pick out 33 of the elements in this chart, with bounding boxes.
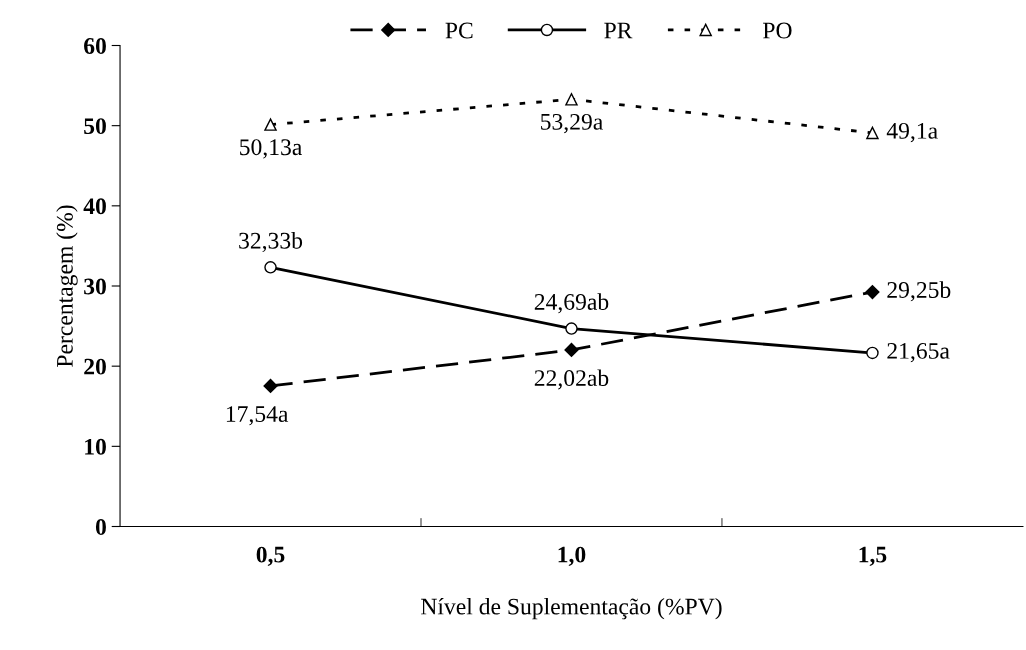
point (264, 261, 277, 274)
y-tick-label: 50 (84, 118, 106, 135)
point (264, 118, 277, 131)
x-tick-label: 1,5 (859, 546, 887, 566)
data-label: 29,25b (887, 281, 951, 302)
data-label: 49,1a (886, 122, 938, 143)
legend-label: PO (763, 22, 792, 39)
point (866, 126, 879, 140)
y-tick-label: 20 (84, 358, 106, 375)
data-label: 21,65a (887, 342, 950, 363)
y-tick-label: 30 (84, 278, 106, 295)
x-tick-label: 0,5 (256, 546, 285, 566)
data-label: 32,33b (239, 232, 303, 253)
point (263, 378, 278, 393)
legend-label: PC (445, 22, 473, 39)
legend-label: PR (604, 22, 633, 39)
y-tick-label: 0 (95, 518, 106, 535)
y-axis-title: Percentagem (%) (56, 205, 78, 367)
data-label: 24,69ab (534, 293, 609, 314)
y-tick-label: 60 (84, 37, 106, 54)
point (865, 284, 880, 300)
x-tick-label: 1,0 (558, 546, 586, 566)
point (564, 342, 579, 358)
x-axis-title: Nível de Suplementação (%PV) (421, 597, 722, 620)
point (565, 93, 578, 106)
data-label: 17,54a (226, 406, 289, 426)
y-tick-label: 10 (85, 438, 106, 455)
data-label: 22,02ab (534, 369, 609, 390)
data-label: 53,29a (541, 113, 603, 134)
y-tick-label: 40 (83, 198, 106, 215)
data-label: 50,13a (240, 139, 302, 159)
point (565, 322, 578, 335)
point (866, 346, 879, 360)
